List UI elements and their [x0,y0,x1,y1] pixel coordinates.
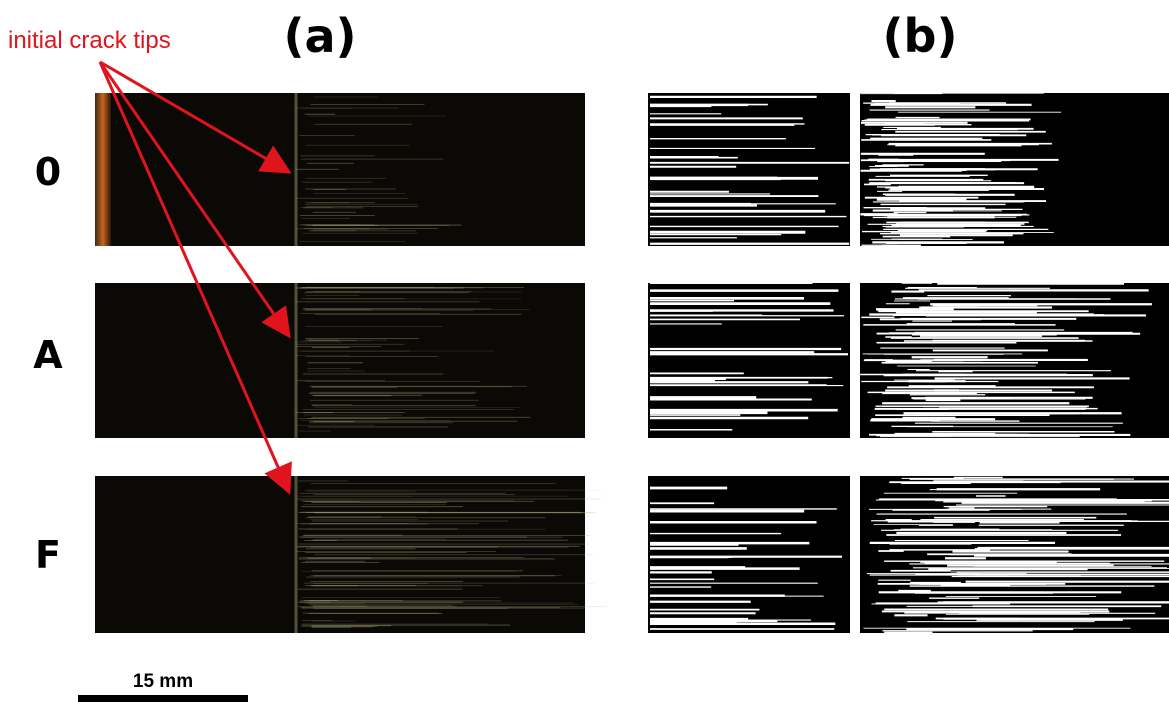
row-label: 0 [35,150,61,194]
specimen-edge [95,93,111,246]
photographs [95,93,1169,633]
row-label: A [33,333,63,377]
panel-label: (a) [283,9,356,63]
page: (a) (b) 0 A F initial crack tips 15 mm (… [0,0,1169,702]
annotation: initial crack tips [8,27,171,54]
panel-label: (b) [883,9,958,63]
scale-bar [78,695,248,702]
row-label: F [35,533,61,577]
scale-label: 15 mm [133,671,193,692]
binary-left [648,93,850,246]
figure: (a) (b) 0 A F initial crack tips 15 mm [0,0,1169,702]
